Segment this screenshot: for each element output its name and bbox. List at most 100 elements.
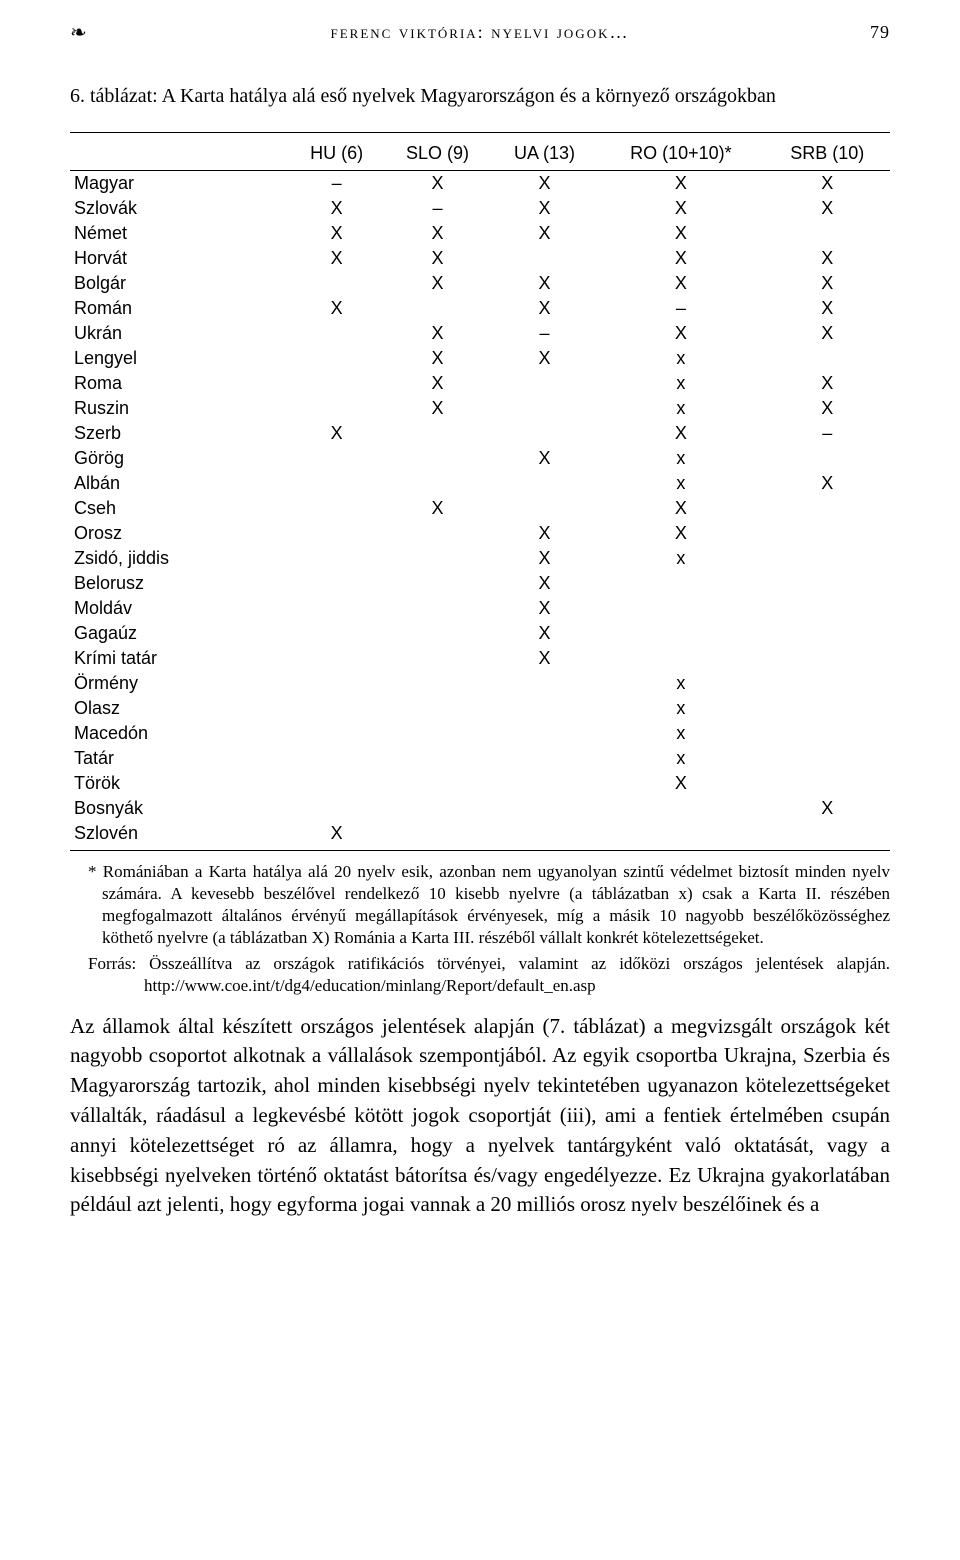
table-cell bbox=[383, 696, 492, 721]
table-cell bbox=[492, 396, 597, 421]
ornament-icon: ❧ bbox=[70, 20, 100, 45]
table-source: Forrás: Összeállítva az országok ratifik… bbox=[70, 953, 890, 997]
table-cell: X bbox=[383, 396, 492, 421]
table-cell: X bbox=[290, 221, 383, 246]
table-cell: X bbox=[765, 171, 890, 197]
table-cell: X bbox=[492, 296, 597, 321]
table-cell: X bbox=[492, 221, 597, 246]
table-cell bbox=[765, 546, 890, 571]
table-header-cell: SLO (9) bbox=[383, 133, 492, 171]
body-paragraph: Az államok által készített országos jele… bbox=[70, 1012, 890, 1221]
language-name-cell: Ukrán bbox=[70, 321, 290, 346]
table-row: GörögXx bbox=[70, 446, 890, 471]
table-cell bbox=[383, 646, 492, 671]
table-row: Magyar–XXXX bbox=[70, 171, 890, 197]
table-cell bbox=[383, 546, 492, 571]
language-name-cell: Török bbox=[70, 771, 290, 796]
table-row: SzlovákX–XXX bbox=[70, 196, 890, 221]
table-cell bbox=[492, 771, 597, 796]
table-cell bbox=[383, 796, 492, 821]
table-cell bbox=[597, 596, 764, 621]
table-cell bbox=[290, 746, 383, 771]
table-cell: X bbox=[492, 646, 597, 671]
table-cell: X bbox=[290, 296, 383, 321]
language-name-cell: Lengyel bbox=[70, 346, 290, 371]
table-footnote: * Romániában a Karta hatálya alá 20 nyel… bbox=[70, 861, 890, 949]
table-row: TörökX bbox=[70, 771, 890, 796]
table-cell: X bbox=[597, 521, 764, 546]
table-cell bbox=[290, 771, 383, 796]
table-cell: x bbox=[597, 721, 764, 746]
table-cell: X bbox=[492, 571, 597, 596]
table-cell bbox=[492, 746, 597, 771]
table-cell bbox=[290, 521, 383, 546]
table-cell: X bbox=[765, 396, 890, 421]
language-name-cell: Bosnyák bbox=[70, 796, 290, 821]
table-cell bbox=[765, 721, 890, 746]
table-cell bbox=[290, 446, 383, 471]
table-row: GagaúzX bbox=[70, 621, 890, 646]
language-name-cell: Krími tatár bbox=[70, 646, 290, 671]
language-name-cell: Zsidó, jiddis bbox=[70, 546, 290, 571]
table-cell: x bbox=[597, 396, 764, 421]
table-cell bbox=[765, 746, 890, 771]
table-cell bbox=[492, 671, 597, 696]
table-row: RománXX–X bbox=[70, 296, 890, 321]
table-cell bbox=[383, 596, 492, 621]
table-cell bbox=[765, 496, 890, 521]
table-cell bbox=[383, 446, 492, 471]
table-cell: X bbox=[597, 196, 764, 221]
table-cell: X bbox=[383, 221, 492, 246]
table-row: BosnyákX bbox=[70, 796, 890, 821]
table-cell bbox=[383, 746, 492, 771]
table-cell bbox=[383, 471, 492, 496]
language-name-cell: Román bbox=[70, 296, 290, 321]
table-cell bbox=[765, 571, 890, 596]
table-cell bbox=[290, 546, 383, 571]
table-cell bbox=[290, 371, 383, 396]
table-cell: X bbox=[383, 271, 492, 296]
table-cell bbox=[290, 696, 383, 721]
table-cell bbox=[765, 646, 890, 671]
table-row: LengyelXXx bbox=[70, 346, 890, 371]
table-cell bbox=[383, 771, 492, 796]
table-cell bbox=[492, 421, 597, 446]
language-name-cell: Roma bbox=[70, 371, 290, 396]
table-cell bbox=[290, 496, 383, 521]
table-cell bbox=[383, 421, 492, 446]
table-cell: x bbox=[597, 546, 764, 571]
table-row: BolgárXXXX bbox=[70, 271, 890, 296]
table-row: NémetXXXX bbox=[70, 221, 890, 246]
table-cell: X bbox=[597, 321, 764, 346]
table-cell: X bbox=[383, 496, 492, 521]
table-header-cell: RO (10+10)* bbox=[597, 133, 764, 171]
table-cell bbox=[492, 496, 597, 521]
table-cell: X bbox=[290, 246, 383, 271]
language-name-cell: Magyar bbox=[70, 171, 290, 197]
table-cell bbox=[383, 671, 492, 696]
table-cell: X bbox=[597, 221, 764, 246]
table-row: Örményx bbox=[70, 671, 890, 696]
table-row: OroszXX bbox=[70, 521, 890, 546]
table-header-row: HU (6)SLO (9)UA (13)RO (10+10)*SRB (10) bbox=[70, 133, 890, 171]
table-row: SzerbXX– bbox=[70, 421, 890, 446]
table-cell bbox=[597, 796, 764, 821]
table-cell: X bbox=[492, 546, 597, 571]
page-number: 79 bbox=[860, 22, 890, 43]
table-caption: 6. táblázat: A Karta hatálya alá eső nye… bbox=[70, 85, 890, 108]
table-row: MoldávX bbox=[70, 596, 890, 621]
table-cell bbox=[492, 696, 597, 721]
table-cell bbox=[597, 571, 764, 596]
language-name-cell: Albán bbox=[70, 471, 290, 496]
table-cell bbox=[765, 521, 890, 546]
table-cell: X bbox=[383, 246, 492, 271]
table-cell bbox=[492, 796, 597, 821]
table-row: HorvátXXXX bbox=[70, 246, 890, 271]
table-cell bbox=[492, 371, 597, 396]
table-cell bbox=[290, 671, 383, 696]
languages-table: HU (6)SLO (9)UA (13)RO (10+10)*SRB (10) … bbox=[70, 132, 890, 851]
table-cell: X bbox=[492, 521, 597, 546]
table-row: Macedónx bbox=[70, 721, 890, 746]
table-row: CsehXX bbox=[70, 496, 890, 521]
table-cell bbox=[290, 396, 383, 421]
